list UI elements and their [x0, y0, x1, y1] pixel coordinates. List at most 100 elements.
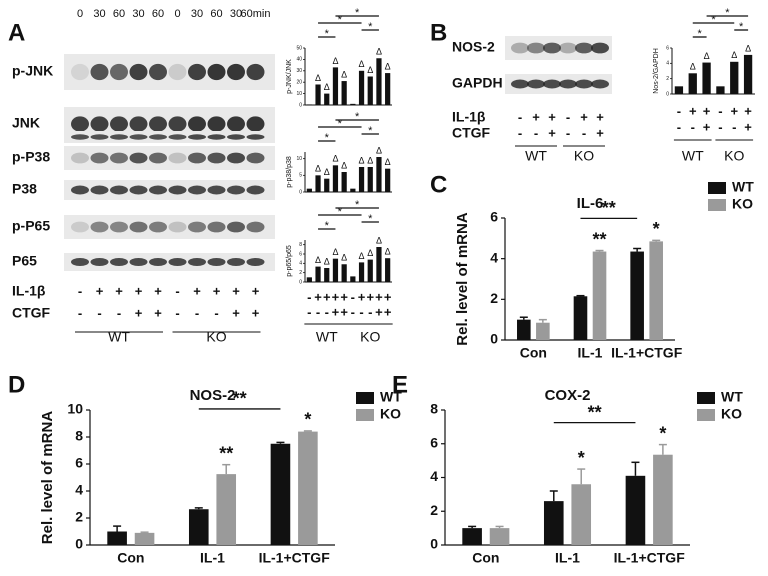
blot-band [168, 152, 187, 164]
blot-band [207, 134, 226, 140]
y-tick-label: 6 [430, 434, 438, 450]
treatment-sign: - [117, 305, 121, 320]
treatment-sign: - [325, 304, 329, 319]
treatment-sign: - [78, 305, 82, 320]
significance-label: * [304, 410, 311, 430]
treatment-sign: - [97, 305, 101, 320]
bar [107, 531, 127, 545]
blot-band [246, 63, 265, 81]
blot-band [591, 42, 609, 54]
time-label: 60 [113, 8, 125, 20]
blot-band [110, 134, 128, 140]
blot-band [207, 152, 226, 164]
blot-band [90, 221, 109, 233]
bar-mark: Δ [315, 255, 321, 265]
bar [688, 73, 697, 94]
blot-row-label: NOS-2 [452, 39, 495, 55]
y-tick-label: 0 [299, 102, 302, 108]
bar [385, 168, 391, 192]
blot-band [527, 79, 545, 89]
group-label: WT [108, 329, 130, 345]
blot-band [110, 185, 128, 195]
y-tick-label: 10 [67, 401, 83, 417]
blot-band [543, 42, 561, 54]
panel-label: D [8, 371, 25, 398]
blot-row-label: P65 [12, 253, 37, 269]
x-tick-label: Con [472, 550, 499, 566]
blot-band [168, 63, 187, 81]
x-tick-label: IL-1 [578, 345, 603, 361]
treatment-sign: + [154, 283, 162, 298]
blot-band [149, 152, 167, 164]
bar-mark: Δ [376, 47, 382, 57]
y-tick-label: 8 [299, 242, 302, 248]
treatment-sign: + [340, 289, 348, 304]
error-bar [519, 316, 528, 320]
legend-label: KO [732, 196, 753, 212]
treatment-sign: - [677, 103, 681, 118]
blot-band [246, 134, 265, 140]
error-bar [303, 430, 312, 432]
bar-mark: Δ [745, 43, 751, 53]
significance-label: ** [593, 229, 607, 249]
blot-band [168, 116, 187, 132]
bar [324, 178, 330, 192]
bar [730, 61, 739, 94]
blot-band [227, 63, 245, 81]
legend-label: WT [721, 389, 743, 405]
panel-label: B [430, 19, 447, 46]
significance-label: * [325, 132, 330, 144]
time-label: 60min [241, 8, 271, 20]
bar [341, 264, 347, 282]
bar [332, 165, 339, 192]
treatment-sign: + [703, 103, 711, 118]
x-tick-label: IL-1 [200, 550, 225, 566]
blot-band [188, 152, 206, 164]
panel-label: A [8, 19, 25, 46]
blot-band [188, 63, 206, 81]
y-tick-label: 2 [430, 502, 438, 518]
blot-band [90, 152, 109, 164]
bar-mark: Δ [359, 59, 365, 69]
blot-band [246, 185, 265, 195]
significance-label: * [338, 14, 343, 26]
y-tick-label: 20 [296, 80, 302, 86]
bar-mark: Δ [376, 145, 382, 155]
bar-mark: Δ [385, 61, 391, 71]
blot-band [90, 185, 109, 195]
significance-label: ** [602, 198, 616, 218]
treatment-sign: + [193, 283, 201, 298]
legend-label: WT [732, 179, 754, 195]
blot-band [575, 79, 593, 89]
blot-band [168, 185, 187, 195]
blot-band [227, 152, 245, 164]
bar-mark: Δ [324, 256, 330, 266]
error-bar [631, 461, 640, 476]
treatment-sign: + [366, 289, 374, 304]
bar [358, 262, 365, 282]
treatment-sign: + [384, 304, 392, 319]
significance-label: * [355, 111, 360, 123]
blot-band [527, 42, 545, 54]
bar-mark: Δ [359, 251, 365, 261]
significance-label: * [653, 219, 660, 239]
x-tick-label: IL-1+CTGF [611, 345, 683, 361]
y-tick-label: 4 [75, 482, 83, 498]
bar-mark: Δ [385, 247, 391, 257]
treatment-sign: - [368, 304, 372, 319]
bar [674, 86, 684, 94]
x-tick-label: Con [117, 550, 144, 566]
treatment-sign: - [307, 289, 311, 304]
treatment-sign: + [232, 283, 240, 298]
blot-band [207, 63, 226, 81]
panel-label: E [392, 371, 408, 398]
significance-label: * [325, 220, 330, 232]
y-tick-label: 6 [666, 45, 669, 51]
error-bar [140, 531, 149, 533]
blot-band [188, 116, 206, 132]
blot-band [90, 63, 109, 81]
significance-label: ** [588, 402, 602, 422]
bar-mark: Δ [324, 167, 330, 177]
treatment-label: CTGF [452, 125, 491, 141]
